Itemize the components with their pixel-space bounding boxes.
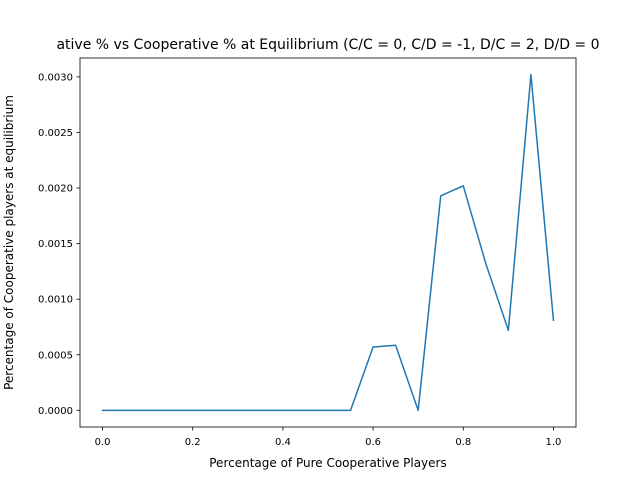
x-tick-label: 0.8	[455, 437, 471, 448]
x-axis-ticks: 0.0 0.2 0.4 0.6 0.8 1.0	[95, 427, 562, 448]
y-tick-label: 0.0005	[38, 350, 73, 361]
y-tick-label: 0.0015	[38, 239, 73, 250]
chart-title: ative % vs Cooperative % at Equilibrium …	[56, 37, 599, 53]
x-tick-label: 1.0	[546, 437, 562, 448]
y-axis-label: Percentage of Cooperative players at equ…	[2, 95, 16, 390]
y-tick-label: 0.0000	[38, 406, 73, 417]
y-tick-label: 0.0010	[38, 295, 73, 306]
y-tick-label: 0.0025	[38, 128, 73, 139]
x-tick-label: 0.2	[185, 437, 201, 448]
x-tick-label: 0.6	[365, 437, 381, 448]
y-axis-ticks: 0.0000 0.0005 0.0010 0.0015 0.0020 0.0025 0.00…	[38, 72, 80, 417]
y-tick-label: 0.0020	[38, 184, 73, 195]
x-axis-label: Percentage of Pure Cooperative Players	[209, 456, 446, 470]
x-tick-label: 0.0	[95, 437, 111, 448]
y-tick-label: 0.0030	[38, 72, 73, 83]
x-tick-label: 0.4	[275, 437, 291, 448]
plot-frame	[79, 57, 577, 428]
